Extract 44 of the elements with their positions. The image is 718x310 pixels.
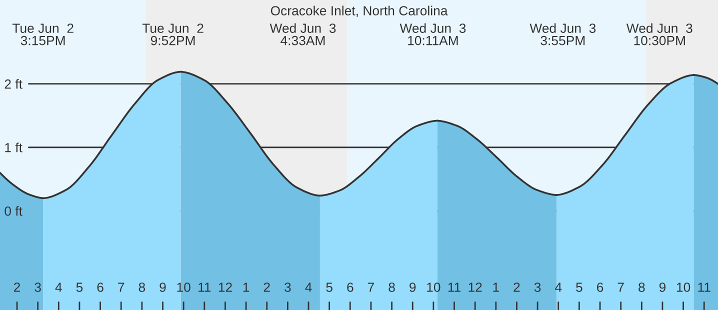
x-tick-label: 9: [659, 282, 666, 292]
y-tick-label: 0 ft: [4, 206, 22, 216]
x-tick-label: 4: [555, 282, 562, 292]
annotation: Wed Jun 3 4:33AM: [270, 23, 336, 46]
x-tick-label: 6: [597, 282, 604, 292]
chart-title: Ocracoke Inlet, North Carolina: [270, 6, 448, 17]
x-tick-label: 10: [427, 282, 440, 292]
annotation: Tue Jun 2 9:52PM: [142, 24, 204, 46]
x-tick-label: 7: [118, 282, 124, 292]
annotation: Wed Jun 3 10:11AM: [400, 23, 466, 46]
x-tick-label: 10: [676, 282, 690, 292]
x-tick-label: 3: [34, 282, 41, 292]
x-tick-label: 9: [410, 282, 416, 292]
x-tick-label: 7: [618, 282, 624, 292]
x-tick-label: 3: [534, 282, 541, 292]
x-tick-label: 7: [368, 282, 374, 292]
x-tick-label: 11: [448, 282, 460, 292]
x-tick-label: 11: [198, 282, 211, 292]
y-tick-label: 2 ft: [4, 79, 22, 89]
x-tick-label: 12: [218, 282, 232, 292]
x-tick-label: 4: [305, 282, 312, 292]
annotation: Wed Jun 3 10:30PM: [626, 23, 692, 46]
x-tick-label: 5: [326, 282, 332, 292]
x-tick-label: 6: [347, 282, 354, 292]
x-tick-label: 9: [160, 282, 166, 292]
x-tick-label: 3: [284, 282, 291, 292]
x-tick-label: 1: [243, 282, 250, 292]
x-tick-label: 8: [638, 282, 645, 292]
x-tick-label: 8: [388, 282, 395, 292]
x-tick-label: 8: [138, 282, 146, 292]
x-tick-label: 10: [177, 282, 190, 292]
annotation: Tue Jun 2 3:15PM: [12, 24, 74, 46]
annotation: Wed Jun 3 3:55PM: [530, 23, 596, 46]
x-tick-label: 2: [514, 282, 520, 292]
x-tick-label: 5: [576, 282, 582, 292]
x-tick-label: 12: [468, 282, 482, 292]
x-tick-label: 2: [264, 282, 270, 292]
x-tick-label: 4: [55, 282, 62, 292]
x-tick-label: 11: [698, 282, 710, 292]
y-tick-label: 1 ft: [5, 142, 22, 152]
x-tick-label: 5: [76, 282, 83, 292]
x-tick-label: 6: [97, 282, 104, 292]
x-tick-label: 1: [493, 282, 499, 292]
x-tick-label: 2: [14, 282, 20, 292]
